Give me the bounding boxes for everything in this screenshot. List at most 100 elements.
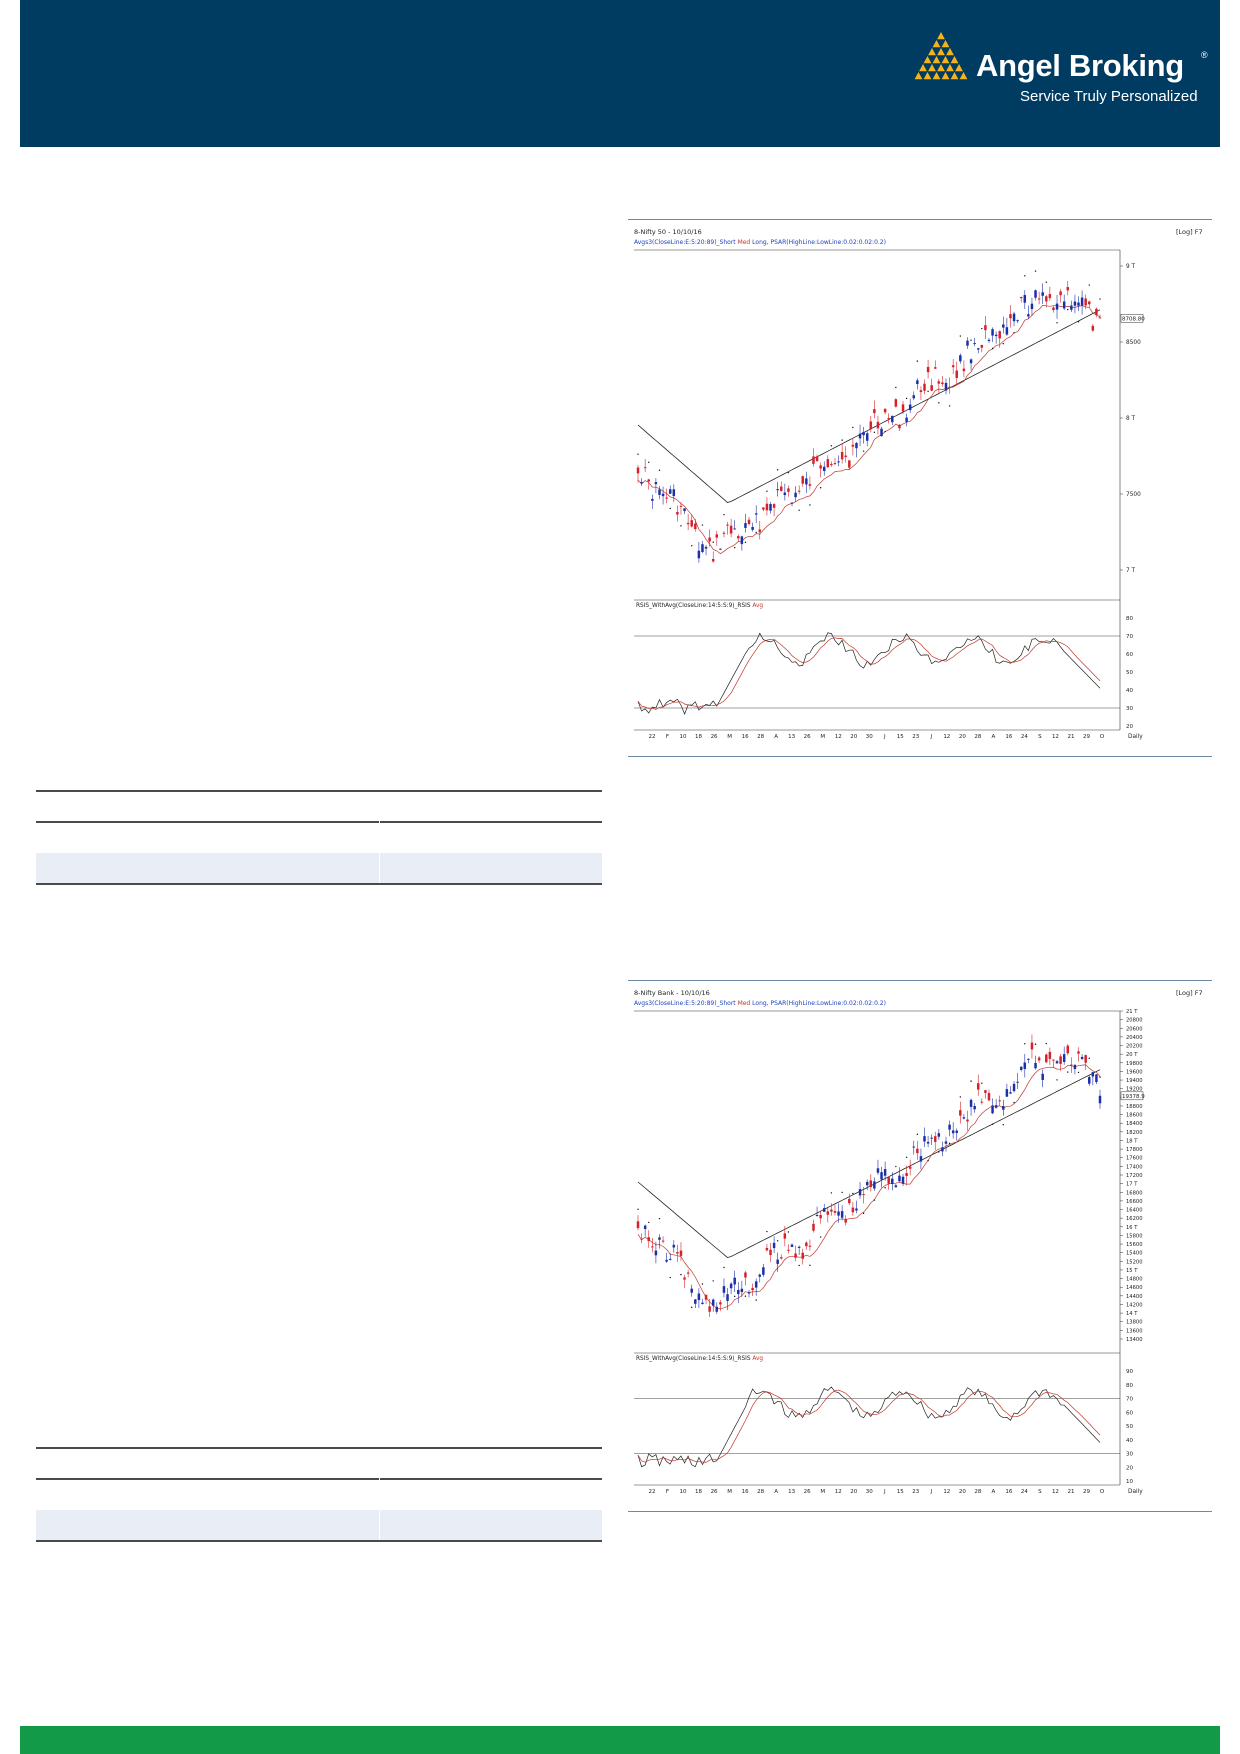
last-price-value: 8708.80 (1122, 316, 1145, 322)
psar-dot (691, 1306, 693, 1309)
candle-body (826, 459, 830, 468)
candle-body (719, 1302, 722, 1305)
psar-dot (1077, 1071, 1080, 1074)
psar-dot (755, 1299, 757, 1301)
candle-body (880, 1172, 883, 1180)
candle-body (919, 390, 923, 393)
candle-body (1019, 296, 1023, 299)
psar-dot (873, 431, 876, 434)
psar-dot (1013, 1101, 1015, 1104)
candle-body (1066, 287, 1070, 291)
price-axis-tick: 20200 (1126, 1044, 1143, 1050)
rsi-plot: RSIS_WithAvg(CloseLine:14:5:S:9)_RSIS Av… (634, 603, 1143, 740)
price-axis-tick: 18600 (1126, 1113, 1143, 1119)
candle-body (991, 329, 994, 336)
candle-body (994, 1105, 998, 1108)
candle-body (1084, 1055, 1087, 1063)
candle-body (815, 1215, 819, 1217)
logo-triangle (950, 72, 959, 80)
candle-body (733, 1277, 736, 1285)
psar-dot (830, 445, 833, 447)
candle-body (758, 1274, 762, 1277)
scale-label: [Log] F7 (1176, 989, 1203, 997)
footer-band (20, 1726, 1220, 1754)
candle-body (894, 399, 898, 407)
candle-body (704, 1294, 708, 1300)
candle-body (805, 1242, 808, 1247)
candle-body (941, 1147, 944, 1152)
candle-body (640, 1238, 643, 1240)
candle-body (898, 424, 901, 429)
date-axis-tick: M (727, 734, 732, 740)
candle-body (901, 404, 905, 412)
candle-body (851, 1207, 855, 1213)
candle-body (794, 1253, 797, 1258)
candle-body (998, 1100, 1001, 1102)
rsi-axis-tick: 70 (1126, 634, 1133, 640)
nifty-chart-svg: 8-Nifty 50 - 10/10/16 Avgs3(CloseLine:E:… (634, 228, 1203, 740)
psar-dot (787, 471, 790, 474)
banknifty-chart: 8-Nifty Bank - 10/10/16 Avgs3(CloseLine:… (628, 980, 1212, 1512)
header-banner: Angel Broking ® Service Truly Personaliz… (20, 0, 1220, 147)
candle-body (758, 529, 762, 533)
candle-body (647, 1237, 650, 1242)
rsi-axis-tick: 60 (1126, 1410, 1133, 1416)
candle-body (1027, 314, 1030, 317)
candle-body (747, 519, 751, 525)
candle-body (1095, 1074, 1098, 1083)
candle-body (686, 522, 690, 525)
candle-body (651, 1246, 654, 1248)
candle-body (1041, 1073, 1044, 1080)
psar-dot (744, 1295, 747, 1297)
candle-body (1070, 1064, 1073, 1066)
candle-body (737, 1289, 740, 1295)
rsi-axis-tick: 80 (1126, 1383, 1133, 1389)
candle-body (858, 433, 862, 439)
date-axis-tick: 16 (1005, 734, 1012, 740)
table-header-rule (36, 821, 602, 823)
table-top-rule (36, 1447, 602, 1449)
candle-body (733, 528, 736, 530)
date-axis-tick: 26 (711, 734, 718, 740)
candle-body (987, 1092, 991, 1101)
logo-triangle (914, 72, 923, 80)
date-axis-tick: J (883, 734, 886, 740)
candle-body (751, 526, 754, 530)
price-axis-tick: 16 T (1126, 1225, 1138, 1231)
candle-body (951, 1130, 955, 1134)
candle-body (1016, 320, 1019, 322)
date-axis-tick: 12 (943, 1489, 950, 1495)
candle-body (876, 1168, 880, 1173)
candle-body (719, 548, 722, 550)
rsi-average-line (637, 637, 1101, 710)
candle-body (1059, 1056, 1062, 1064)
candle-body (998, 331, 1001, 339)
candle-body (919, 1156, 923, 1162)
candle-body (869, 421, 873, 430)
candle-body (937, 381, 941, 384)
candle-body (1048, 1051, 1052, 1059)
date-axis-tick: 13 (788, 734, 795, 740)
price-axis-tick: 16800 (1126, 1190, 1143, 1196)
table-top-rule (36, 790, 602, 792)
psar-dot (1067, 1071, 1069, 1073)
candle-body (658, 489, 661, 495)
indicator-line: Avgs3(CloseLine:E:5:20:89)_Short Med Lon… (634, 1000, 886, 1007)
price-axis-tick: 8500 (1126, 340, 1141, 346)
price-axis-tick: 20800 (1126, 1018, 1143, 1024)
banknifty-chart-svg: 8-Nifty Bank - 10/10/16 Avgs3(CloseLine:… (634, 989, 1203, 1495)
logo-triangle (932, 72, 941, 80)
candle-body (926, 366, 930, 373)
table-header-rule (36, 1478, 602, 1480)
candle-body (744, 523, 747, 528)
candle-body (1037, 1057, 1041, 1061)
candle-body (765, 1247, 769, 1251)
psar-dot (637, 1208, 639, 1211)
candle-body (934, 367, 937, 369)
date-axis-tick: O (1100, 734, 1105, 740)
date-axis-tick: A (991, 1489, 995, 1495)
candle-body (690, 1288, 693, 1293)
psar-dot (938, 402, 940, 404)
psar-dot (830, 1192, 833, 1194)
date-axis-tick: 28 (757, 734, 764, 740)
